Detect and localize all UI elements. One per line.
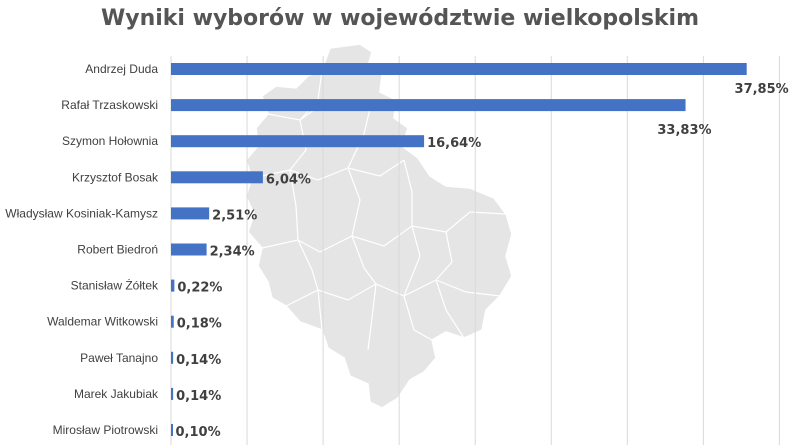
bar [171,243,207,256]
value-label: 0,18% [177,317,222,332]
bar [171,351,174,364]
bar [171,171,263,184]
category-label: Rafał Trzaskowski [61,98,158,112]
category-label: Andrzej Duda [85,62,158,76]
category-label: Waldemar Witkowski [47,315,158,329]
bar [171,63,747,75]
value-labels: 37,85% 33,83% 16,64% 6,04% 2,51% 2,34% 0,22% 0,… [176,82,789,440]
category-label: Marek Jakubiak [74,387,159,401]
value-label: 0,14% [176,389,221,404]
value-label: 2,51% [212,208,257,223]
category-labels: Andrzej Duda Rafał Trzaskowski Szymon Hoło… [5,62,159,437]
value-label: 37,85% [735,82,789,97]
value-label: 0,14% [176,353,221,368]
category-label: Robert Biedroń [77,243,158,257]
category-label: Mirosław Piotrowski [53,423,158,437]
bar [171,424,173,436]
chart-title: Wyniki wyborów w województwie wielkopols… [100,6,700,31]
value-label: 0,10% [176,425,221,440]
bar [171,135,425,148]
category-label: Paweł Tanajno [80,351,158,365]
category-label: Władysław Kosiniak-Kamysz [5,206,158,220]
bar [171,279,175,292]
category-label: Stanisław Żółtek [71,279,159,293]
value-label: 2,34% [210,245,255,260]
bar [171,387,174,400]
bar [171,99,686,112]
value-label: 16,64% [427,136,481,151]
chart-gridlines [170,56,780,445]
value-label: 33,83% [657,123,711,138]
category-label: Szymon Hołownia [62,134,158,148]
bar [171,315,174,328]
bar [171,207,210,220]
category-label: Krzysztof Bosak [72,170,159,184]
value-label: 6,04% [266,172,311,187]
chart-bars [171,63,747,436]
region-map-background [245,43,513,409]
value-label: 0,22% [177,281,222,296]
